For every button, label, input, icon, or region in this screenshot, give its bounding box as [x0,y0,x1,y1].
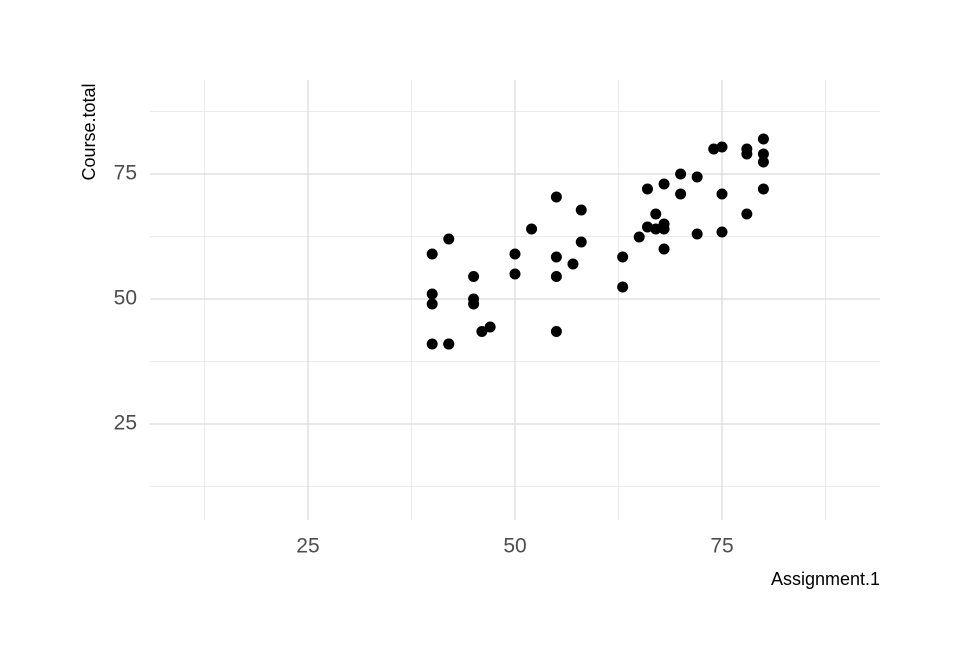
point [443,233,455,245]
point [757,148,769,160]
point [468,271,480,282]
point [716,188,728,200]
point [550,191,562,203]
point [426,338,438,350]
x-tick-label: 25 [296,535,319,558]
y-tick-label: 50 [114,287,137,310]
point [550,326,562,337]
point [650,223,662,235]
point [658,218,670,230]
point [617,281,629,293]
point [675,188,687,200]
x-tick-label: 75 [710,535,733,558]
point [476,326,488,337]
point [633,231,645,243]
point [757,133,769,145]
point [641,183,653,195]
point [575,204,587,216]
y-tick-label: 25 [114,412,137,435]
point [741,208,753,220]
point [426,298,438,310]
point [716,226,728,238]
point [509,268,521,280]
point [550,251,562,263]
point [509,248,521,260]
point [617,251,629,263]
point [757,156,769,168]
point [426,288,438,300]
point [716,141,728,153]
point [658,243,670,255]
point [443,338,455,350]
point [550,271,562,282]
point [741,148,753,160]
point [567,258,579,270]
point [650,208,662,220]
y-tick-label: 75 [114,162,137,185]
point [675,168,687,180]
x-tick-label: 50 [503,535,526,558]
x-axis-title: Assignment.1 [771,569,880,589]
point [426,248,438,260]
point [641,221,653,233]
point [691,171,703,183]
point [691,228,703,240]
y-axis-title: Course.total [79,83,99,180]
point [757,183,769,195]
point [708,143,720,155]
point [484,321,496,333]
point [468,298,480,310]
point [658,178,670,190]
point [526,223,538,235]
point [575,236,587,248]
